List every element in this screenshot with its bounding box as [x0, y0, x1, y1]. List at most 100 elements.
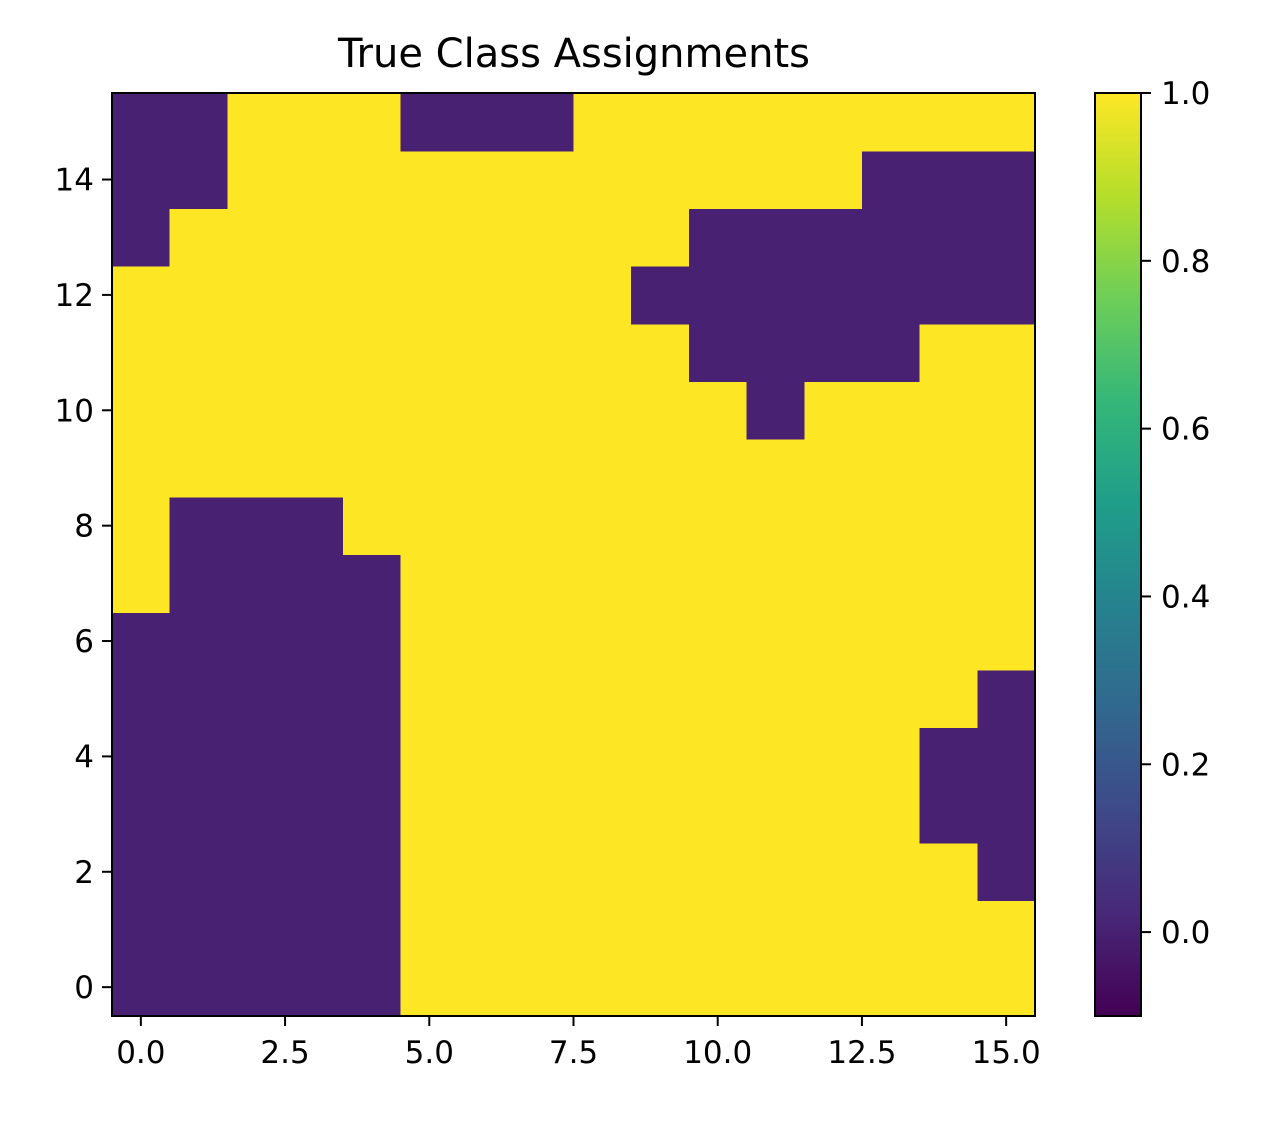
- heatmap-cell: [746, 900, 805, 959]
- heatmap-cell: [285, 727, 344, 786]
- heatmap-cell: [861, 496, 921, 556]
- heatmap-cell: [919, 554, 978, 613]
- heatmap-cell: [573, 612, 632, 671]
- heatmap-cell: [631, 958, 690, 1017]
- x-tick-label: 5.0: [405, 1035, 454, 1071]
- heatmap-cell: [804, 439, 863, 498]
- heatmap-cell: [573, 208, 632, 267]
- heatmap-cell: [285, 439, 344, 498]
- heatmap-cell: [169, 93, 228, 152]
- heatmap-cell: [227, 900, 286, 959]
- heatmap-cell: [631, 208, 690, 267]
- heatmap-cell: [804, 669, 863, 729]
- heatmap-cell: [515, 93, 575, 152]
- heatmap-cell: [227, 612, 286, 671]
- heatmap-cell: [458, 612, 517, 671]
- heatmap-cell: [919, 727, 978, 786]
- heatmap-cell: [285, 612, 344, 671]
- heatmap-cell: [169, 496, 228, 556]
- heatmap-cell: [285, 785, 344, 844]
- heatmap-cell: [458, 727, 517, 786]
- heatmap-cell: [112, 496, 171, 556]
- heatmap-cell: [227, 93, 286, 152]
- heatmap-cell: [400, 266, 459, 325]
- chart-title: True Class Assignments: [337, 31, 810, 77]
- heatmap-cell: [227, 381, 286, 440]
- heatmap-cell: [515, 958, 575, 1017]
- heatmap-cell: [400, 439, 459, 498]
- heatmap-cell: [458, 323, 517, 383]
- heatmap-cell: [227, 266, 286, 325]
- heatmap-cell: [688, 785, 748, 844]
- heatmap-cell: [458, 669, 517, 729]
- colorbar-tick-label: 0.4: [1161, 579, 1210, 615]
- heatmap-cell: [804, 93, 863, 152]
- heatmap-cell: [342, 900, 402, 959]
- heatmap-cell: [977, 554, 1036, 613]
- heatmap-cell: [746, 323, 805, 383]
- heatmap-cell: [400, 727, 459, 786]
- heatmap-cell: [227, 323, 286, 383]
- heatmap-cell: [861, 266, 921, 325]
- heatmap-cell: [285, 900, 344, 959]
- heatmap-cell: [400, 554, 459, 613]
- heatmap-cell: [861, 612, 921, 671]
- heatmap-cell: [515, 554, 575, 613]
- heatmap-cell: [631, 150, 690, 209]
- heatmap-cell: [631, 727, 690, 786]
- heatmap-cell: [169, 439, 228, 498]
- heatmap-cell: [631, 554, 690, 613]
- y-tick-label: 10: [55, 393, 94, 429]
- heatmap-cell: [285, 958, 344, 1017]
- heatmap-cell: [861, 958, 921, 1017]
- heatmap-cell: [400, 381, 459, 440]
- heatmap-cell: [804, 554, 863, 613]
- heatmap-cell: [169, 150, 228, 209]
- heatmap-cell: [861, 439, 921, 498]
- heatmap-cell: [746, 93, 805, 152]
- heatmap-cell: [112, 958, 171, 1017]
- heatmap-cell: [515, 150, 575, 209]
- heatmap-cell: [977, 669, 1036, 729]
- heatmap-cell: [515, 266, 575, 325]
- heatmap-cell: [861, 842, 921, 902]
- heatmap-cell: [746, 612, 805, 671]
- x-tick-label: 2.5: [260, 1035, 309, 1071]
- heatmap-cell: [400, 785, 459, 844]
- heatmap-cell: [919, 266, 978, 325]
- heatmap-cell: [919, 612, 978, 671]
- heatmap-cell: [112, 900, 171, 959]
- heatmap-cell: [573, 496, 632, 556]
- heatmap-cell: [515, 727, 575, 786]
- heatmap-cell: [746, 266, 805, 325]
- heatmap-cell: [342, 150, 402, 209]
- heatmap-cell: [227, 208, 286, 267]
- heatmap-cell: [458, 900, 517, 959]
- heatmap-cell: [631, 612, 690, 671]
- heatmap-cell: [977, 612, 1036, 671]
- heatmap-cell: [285, 208, 344, 267]
- heatmap-cell: [342, 266, 402, 325]
- heatmap-cell: [977, 785, 1036, 844]
- heatmap-cell: [804, 323, 863, 383]
- heatmap-cell: [919, 496, 978, 556]
- heatmap-cell: [227, 496, 286, 556]
- heatmap-cell: [977, 496, 1036, 556]
- heatmap-cell: [573, 266, 632, 325]
- colorbar-tick-label: 1.0: [1161, 76, 1210, 112]
- heatmap-cell: [112, 323, 171, 383]
- heatmap-cell: [977, 842, 1036, 902]
- heatmap-cell: [688, 266, 748, 325]
- x-tick-label: 15.0: [972, 1035, 1041, 1071]
- heatmap-cell: [746, 958, 805, 1017]
- heatmap-cell: [977, 439, 1036, 498]
- heatmap-cell: [169, 381, 228, 440]
- colorbar-tick-label: 0.0: [1161, 915, 1210, 951]
- heatmap-cell: [977, 381, 1036, 440]
- heatmap-cell: [573, 93, 632, 152]
- heatmap-cell: [342, 323, 402, 383]
- heatmap-cell: [573, 669, 632, 729]
- heatmap-cell: [919, 93, 978, 152]
- colorbar-frame: [1094, 92, 1142, 1017]
